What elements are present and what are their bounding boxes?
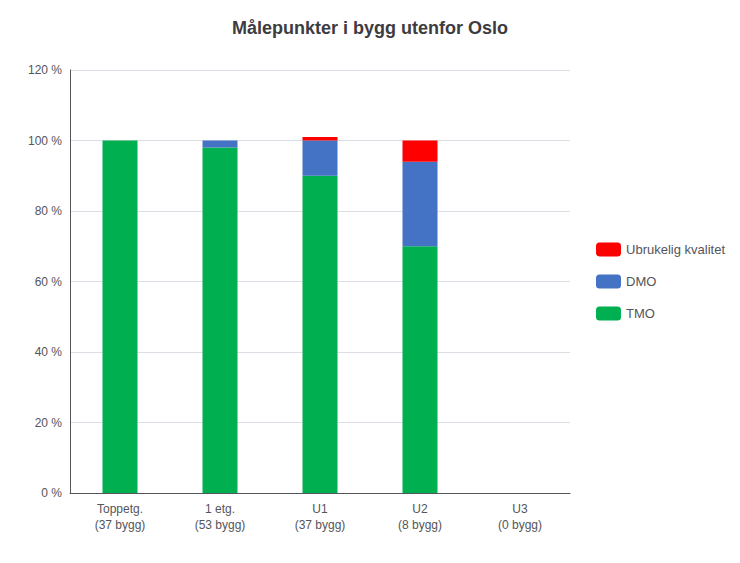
svg-text:(37 bygg): (37 bygg) [295,518,346,532]
svg-text:(53 bygg): (53 bygg) [195,518,246,532]
svg-text:(8 bygg): (8 bygg) [398,518,442,532]
svg-text:(37 bygg): (37 bygg) [95,518,146,532]
svg-text:120 %: 120 % [28,63,62,77]
svg-text:80 %: 80 % [35,204,63,218]
svg-text:100 %: 100 % [28,134,62,148]
svg-text:U3: U3 [512,502,528,516]
svg-text:U1: U1 [312,502,328,516]
svg-text:Ubrukelig kvalitet: Ubrukelig kvalitet [626,242,725,257]
svg-text:(0 bygg): (0 bygg) [498,518,542,532]
svg-text:60 %: 60 % [35,275,63,289]
svg-text:40 %: 40 % [35,345,63,359]
svg-text:DMO: DMO [626,274,656,289]
svg-text:U2: U2 [412,502,428,516]
svg-text:Toppetg.: Toppetg. [97,502,143,516]
svg-text:TMO: TMO [626,306,655,321]
svg-text:1 etg.: 1 etg. [205,502,235,516]
svg-text:20 %: 20 % [35,416,63,430]
svg-text:0 %: 0 % [41,486,62,500]
svg-text:Målepunkter i bygg utenfor Osl: Målepunkter i bygg utenfor Oslo [232,18,508,38]
